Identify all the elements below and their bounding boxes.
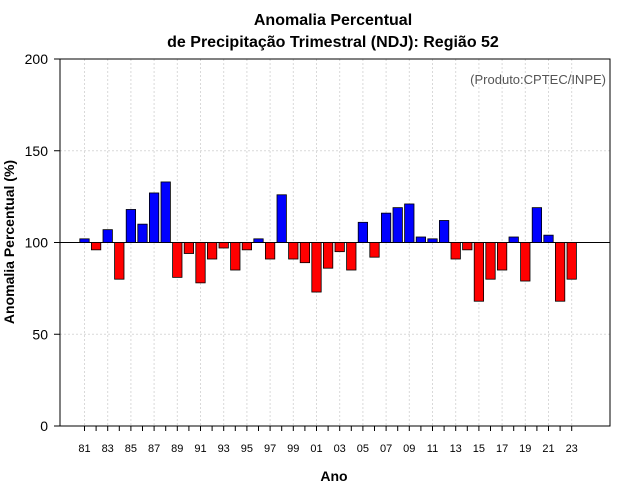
- bar-1988: [160, 181, 171, 243]
- bar-1986: [137, 223, 148, 243]
- bar-2004: [346, 242, 357, 271]
- x-tick-label: 07: [380, 443, 392, 455]
- x-tick-label: 23: [566, 443, 578, 455]
- bar-1982: [91, 242, 102, 251]
- chart-title-line-1: Anomalia Percentual: [254, 12, 412, 29]
- bar-2023: [566, 242, 577, 280]
- bar-2002: [322, 242, 334, 269]
- bar-1981: [79, 238, 90, 243]
- bar-2006: [369, 242, 380, 258]
- bar-2005: [357, 221, 369, 243]
- bar-2022: [555, 242, 566, 302]
- bar-1985: [125, 209, 136, 243]
- bar-2015: [473, 242, 485, 302]
- bar-2008: [392, 207, 403, 243]
- x-tick-label: 05: [357, 443, 369, 455]
- bar-1984: [114, 242, 125, 280]
- bar-2014: [462, 242, 473, 251]
- bar-2009: [404, 203, 415, 243]
- bar-2011: [427, 238, 438, 243]
- bar-1989: [172, 242, 183, 278]
- x-tick-label: 01: [310, 443, 322, 455]
- x-tick-label: 89: [171, 443, 183, 455]
- credit-label: (Produto:CPTEC/INPE): [470, 72, 606, 87]
- x-tick-label: 81: [78, 443, 90, 455]
- bar-1987: [148, 192, 160, 243]
- y-axis-label: Anomalia Percentual (%): [1, 160, 17, 324]
- bar-1991: [195, 242, 206, 284]
- bar-1996: [253, 238, 264, 243]
- y-tick-label: 200: [25, 51, 49, 67]
- y-tick-label: 50: [32, 326, 48, 342]
- y-tick-label: 100: [25, 235, 49, 251]
- x-tick-label: 99: [287, 443, 299, 455]
- bar-1993: [218, 242, 229, 249]
- y-tick-label: 0: [40, 418, 48, 434]
- grid-lines: [60, 58, 610, 427]
- bar-2000: [299, 242, 311, 264]
- x-tick-label: 91: [194, 443, 206, 455]
- bar-1994: [230, 242, 241, 271]
- x-tick-label: 19: [519, 443, 531, 455]
- x-tick-label: 15: [473, 443, 485, 455]
- bar-2019: [520, 242, 531, 282]
- bar-2017: [496, 242, 508, 271]
- bar-2021: [543, 234, 554, 243]
- x-tick-label: 13: [450, 443, 462, 455]
- x-tick-label: 97: [264, 443, 276, 455]
- chart-title-line-2: de Precipitação Trimestral (NDJ): Região…: [167, 34, 499, 51]
- bars: [79, 181, 577, 302]
- x-tick-label: 95: [241, 443, 253, 455]
- x-tick-label: 83: [102, 443, 114, 455]
- bar-2001: [311, 242, 322, 293]
- bar-2003: [334, 242, 345, 253]
- bar-1998: [276, 194, 287, 243]
- bar-2020: [531, 207, 543, 243]
- bar-1990: [183, 242, 194, 254]
- x-axis-ticks: 81 83 85 87 89 91 93 95 97 99 01 03 05 07 09 11 13 15 17 19…: [78, 426, 578, 455]
- bar-1983: [102, 229, 113, 243]
- x-tick-label: 17: [496, 443, 508, 455]
- bar-2010: [415, 236, 427, 243]
- x-tick-label: 03: [334, 443, 346, 455]
- x-axis-label: Ano: [320, 468, 347, 484]
- y-axis-ticks: 0 50 100 150 200: [25, 51, 60, 434]
- bar-2016: [485, 242, 496, 280]
- x-tick-label: 85: [125, 443, 137, 455]
- x-tick-label: 87: [148, 443, 160, 455]
- bar-1997: [264, 242, 276, 260]
- x-tick-label: 09: [403, 443, 415, 455]
- bar-1992: [206, 242, 218, 260]
- x-tick-label: 21: [542, 443, 554, 455]
- bar-2013: [450, 242, 461, 260]
- bar-2007: [380, 212, 392, 243]
- bar-1995: [241, 242, 252, 251]
- bar-1999: [288, 242, 299, 260]
- y-tick-label: 150: [25, 143, 49, 159]
- x-tick-label: 93: [218, 443, 230, 455]
- bar-2012: [438, 220, 450, 243]
- x-tick-label: 11: [427, 443, 438, 455]
- bar-2018: [508, 236, 519, 243]
